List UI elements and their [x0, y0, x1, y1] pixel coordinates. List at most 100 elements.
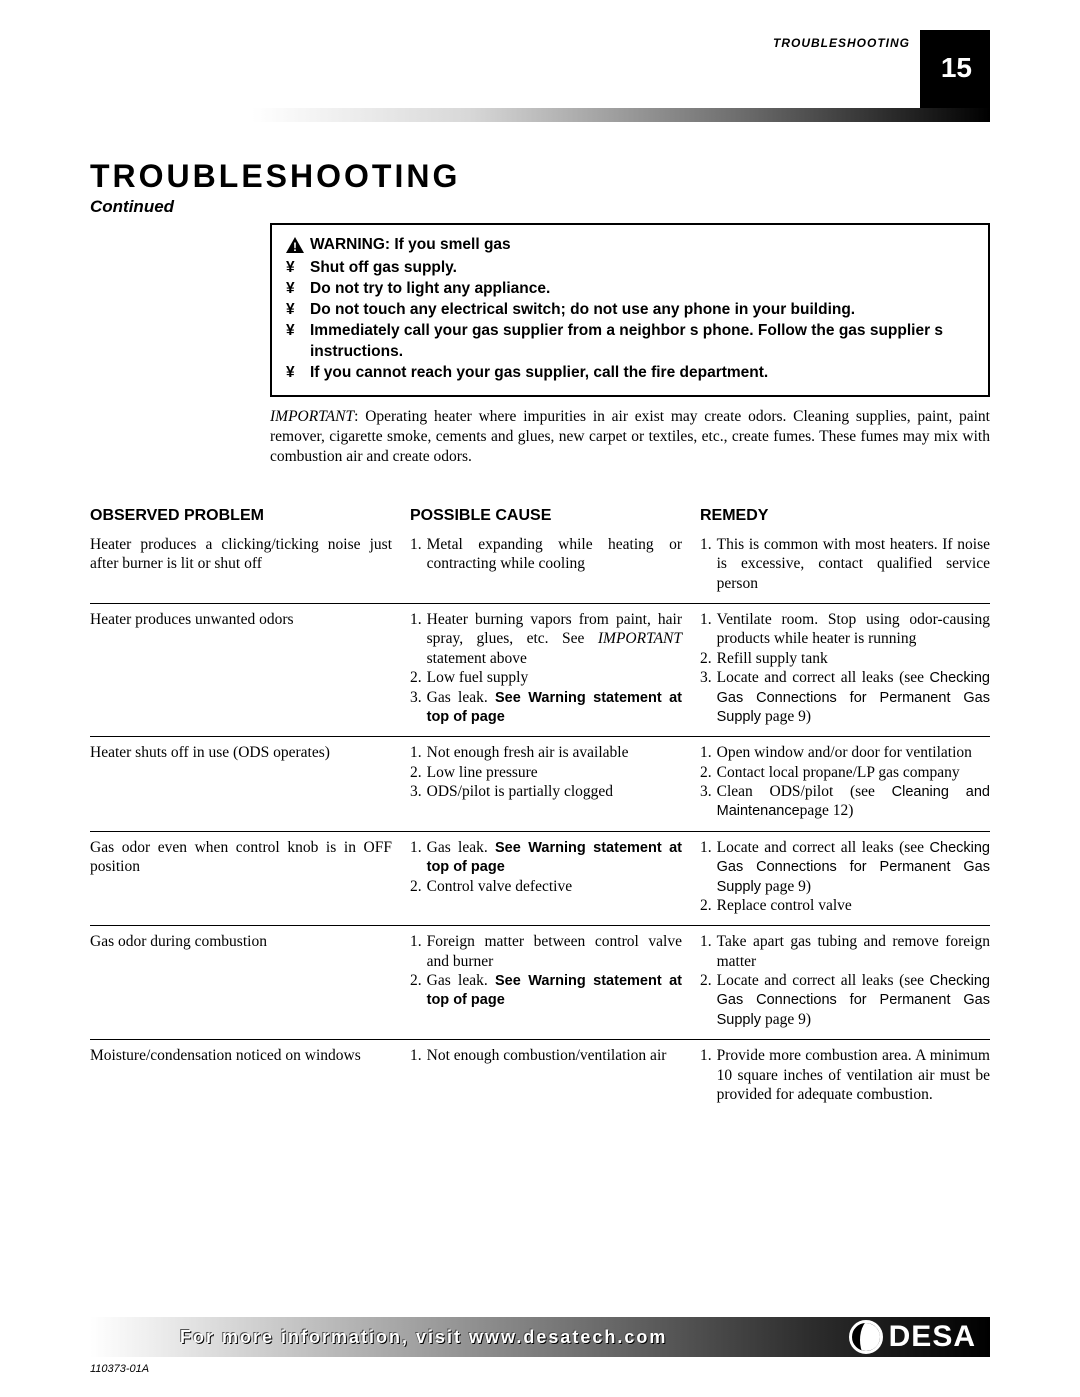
- list-item: 3.Gas leak. See Warning statement at top…: [410, 688, 682, 727]
- remedy-cell: 1.This is common with most heaters. If n…: [700, 535, 990, 593]
- list-number: 3.: [410, 688, 422, 727]
- remedy-cell: 1.Locate and correct all leaks (see Chec…: [700, 838, 990, 916]
- bullet-mark: ¥: [286, 258, 300, 279]
- header-cause: POSSIBLE CAUSE: [410, 507, 700, 525]
- list-text: Gas leak. See Warning statement at top o…: [427, 688, 682, 727]
- list-item: 2.Gas leak. See Warning statement at top…: [410, 971, 682, 1010]
- list-number: 1.: [410, 743, 422, 762]
- list-text: Not enough fresh air is available: [427, 743, 629, 762]
- troubleshooting-table: OBSERVED PROBLEM POSSIBLE CAUSE REMEDY H…: [90, 507, 990, 1114]
- list-text: Heater burning vapors from paint, hair s…: [427, 610, 682, 668]
- list-item: 2. Low line pressure: [410, 763, 682, 782]
- list-item: 2. Refill supply tank: [700, 649, 990, 668]
- list-number: 3.: [700, 668, 712, 726]
- observed-cell: Moisture/condensation noticed on windows: [90, 1046, 410, 1104]
- list-text: Control valve defective: [427, 877, 572, 896]
- brand-logo-icon: [849, 1320, 883, 1354]
- list-text: ODS/pilot is partially clogged: [427, 782, 613, 801]
- observed-cell: Gas odor during combustion: [90, 932, 410, 1029]
- important-lead: IMPORTANT: [270, 408, 354, 425]
- list-item: 1.Foreign matter between control valve a…: [410, 932, 682, 971]
- list-item: 1.Heater burning vapors from paint, hair…: [410, 610, 682, 668]
- list-item: 2. Replace control valve: [700, 896, 990, 915]
- warning-box: ! WARNING: If you smell gas ¥Shut off ga…: [270, 223, 990, 397]
- list-number: 2.: [700, 896, 712, 915]
- list-text: Contact local propane/LP gas company: [717, 763, 960, 782]
- list-number: 2.: [410, 668, 422, 687]
- table-row: Moisture/condensation noticed on windows…: [90, 1040, 990, 1114]
- list-number: 1.: [700, 535, 712, 593]
- cause-cell: 1. Not enough combustion/ventilation air: [410, 1046, 700, 1104]
- list-number: 1.: [410, 535, 422, 574]
- list-number: 2.: [410, 763, 422, 782]
- list-text: Locate and correct all leaks (see Checki…: [717, 971, 990, 1029]
- list-number: 1.: [410, 932, 422, 971]
- list-item: 1.Metal expanding while heating or contr…: [410, 535, 682, 574]
- page: TROUBLESHOOTING 15 TROUBLESHOOTING Conti…: [0, 0, 1080, 1114]
- warning-bullet: ¥ Do not try to light any appliance.: [286, 279, 974, 300]
- observed-cell: Heater produces unwanted odors: [90, 610, 410, 726]
- header-bar: TROUBLESHOOTING 15: [90, 30, 990, 122]
- footer-text: For more information, visit www.desatech…: [180, 1327, 667, 1348]
- observed-cell: Heater produces a clicking/ticking noise…: [90, 535, 410, 593]
- list-item: 2. Low fuel supply: [410, 668, 682, 687]
- list-item: 1.Ventilate room. Stop using odor-causin…: [700, 610, 990, 649]
- list-item: 1. Not enough combustion/ventilation air: [410, 1046, 682, 1065]
- list-number: 2.: [410, 877, 422, 896]
- footer-bar: For more information, visit www.desatech…: [90, 1317, 990, 1357]
- important-text: : Operating heater where impurities in a…: [270, 408, 990, 465]
- warning-heading: WARNING: If you smell gas: [310, 235, 511, 256]
- list-number: 2.: [700, 649, 712, 668]
- document-number: 110373-01A: [90, 1363, 149, 1375]
- remedy-cell: 1.Ventilate room. Stop using odor-causin…: [700, 610, 990, 726]
- list-text: Foreign matter between control valve and…: [427, 932, 682, 971]
- list-number: 1.: [410, 1046, 422, 1065]
- footer: For more information, visit www.desatech…: [0, 1317, 1080, 1357]
- list-item: 1.Take apart gas tubing and remove forei…: [700, 932, 990, 971]
- list-text: Low line pressure: [427, 763, 538, 782]
- bullet-text: Immediately call your gas supplier from …: [310, 321, 974, 363]
- warning-bullet: ¥Immediately call your gas supplier from…: [286, 321, 974, 363]
- list-text: Replace control valve: [717, 896, 852, 915]
- brand-logo: DESA: [849, 1320, 976, 1354]
- table-header-row: OBSERVED PROBLEM POSSIBLE CAUSE REMEDY: [90, 507, 990, 529]
- header-remedy: REMEDY: [700, 507, 990, 525]
- list-number: 2.: [700, 763, 712, 782]
- right-column: ! WARNING: If you smell gas ¥Shut off ga…: [270, 223, 990, 467]
- table-row: Heater produces unwanted odors1.Heater b…: [90, 604, 990, 737]
- list-item: 3.Clean ODS/pilot (see Cleaning and Main…: [700, 782, 990, 821]
- warning-heading-row: ! WARNING: If you smell gas: [286, 235, 974, 256]
- list-item: 1.This is common with most heaters. If n…: [700, 535, 990, 593]
- header-observed: OBSERVED PROBLEM: [90, 507, 410, 525]
- list-number: 1.: [410, 610, 422, 668]
- list-number: 3.: [700, 782, 712, 821]
- list-text: Refill supply tank: [717, 649, 828, 668]
- list-item: 1. Not enough fresh air is available: [410, 743, 682, 762]
- list-number: 1.: [700, 932, 712, 971]
- list-text: Open window and/or door for ventilation: [717, 743, 972, 762]
- remedy-cell: 1.Open window and/or door for ventilatio…: [700, 743, 990, 821]
- list-number: 1.: [700, 610, 712, 649]
- list-item: 3.ODS/pilot is partially clogged: [410, 782, 682, 801]
- cause-cell: 1.Gas leak. See Warning statement at top…: [410, 838, 700, 916]
- list-text: Locate and correct all leaks (see Checki…: [717, 838, 990, 896]
- bullet-mark: ¥: [286, 363, 300, 384]
- important-paragraph: IMPORTANT: Operating heater where impuri…: [270, 407, 990, 466]
- list-text: Locate and correct all leaks (see Checki…: [717, 668, 990, 726]
- table-row: Heater shuts off in use (ODS operates)1.…: [90, 737, 990, 832]
- bullet-mark: ¥: [286, 279, 300, 300]
- page-number: 15: [941, 52, 972, 84]
- list-text: Not enough combustion/ventilation air: [427, 1046, 667, 1065]
- list-text: Provide more combustion area. A minimum …: [717, 1046, 990, 1104]
- list-text: Gas leak. See Warning statement at top o…: [427, 971, 682, 1010]
- cause-cell: 1.Heater burning vapors from paint, hair…: [410, 610, 700, 726]
- table-row: Gas odor during combustion1.Foreign matt…: [90, 926, 990, 1040]
- cause-cell: 1.Foreign matter between control valve a…: [410, 932, 700, 1029]
- bullet-text: Do not try to light any appliance.: [310, 279, 550, 300]
- list-text: This is common with most heaters. If noi…: [717, 535, 990, 593]
- list-item: 2.Locate and correct all leaks (see Chec…: [700, 971, 990, 1029]
- list-number: 1.: [410, 838, 422, 877]
- observed-cell: Gas odor even when control knob is in OF…: [90, 838, 410, 916]
- list-item: 1.Open window and/or door for ventilatio…: [700, 743, 990, 762]
- list-text: Low fuel supply: [427, 668, 529, 687]
